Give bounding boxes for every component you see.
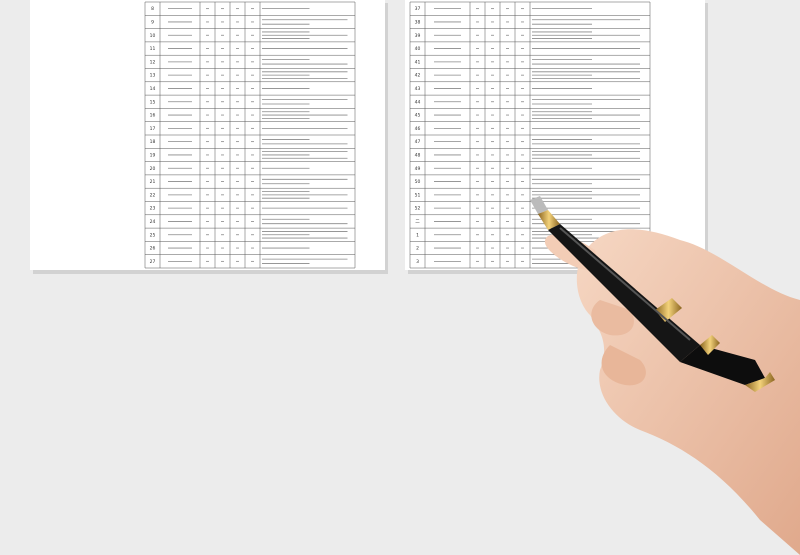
row-number: 3 <box>416 259 419 265</box>
pen <box>530 196 775 392</box>
row-number: 43 <box>415 86 421 92</box>
row-number: 18 <box>150 139 156 145</box>
row-number: 17 <box>150 126 156 132</box>
row-number: 42 <box>415 73 421 79</box>
row-number: 40 <box>415 46 421 52</box>
row-number: 13 <box>150 73 156 79</box>
row-number: 10 <box>150 33 156 39</box>
row-number: 27 <box>150 259 156 265</box>
row-number: 二 <box>415 219 420 225</box>
row-number: 19 <box>150 152 156 158</box>
row-number: 12 <box>150 59 156 65</box>
row-number: 16 <box>150 113 156 119</box>
row-number: 14 <box>150 86 156 92</box>
row-number: 52 <box>415 206 421 212</box>
row-number: 15 <box>150 99 156 105</box>
row-number: 22 <box>150 192 156 198</box>
row-number: 49 <box>415 166 421 172</box>
row-number: 46 <box>415 126 421 132</box>
row-number: 41 <box>415 59 421 65</box>
row-number: 47 <box>415 139 421 145</box>
row-number: 21 <box>150 179 156 185</box>
row-number: 48 <box>415 152 421 158</box>
row-number: 37 <box>415 6 421 12</box>
row-number: 44 <box>415 99 421 105</box>
row-number: 51 <box>415 192 421 198</box>
row-number: 11 <box>150 46 156 52</box>
row-number: 20 <box>150 166 156 172</box>
row-number: 8 <box>151 6 154 12</box>
row-number: 2 <box>416 246 419 252</box>
row-number: 39 <box>415 33 421 39</box>
tables: 8910111213141516171819202122232425262737… <box>144 1 651 269</box>
row-number: 26 <box>150 246 156 252</box>
row-number: 38 <box>415 19 421 25</box>
row-number: 1 <box>416 232 419 238</box>
row-number: 24 <box>150 219 156 225</box>
row-number: 9 <box>151 19 154 25</box>
row-number: 25 <box>150 232 156 238</box>
row-number: 45 <box>415 113 421 119</box>
row-number: 50 <box>415 179 421 185</box>
row-number: 23 <box>150 206 156 212</box>
